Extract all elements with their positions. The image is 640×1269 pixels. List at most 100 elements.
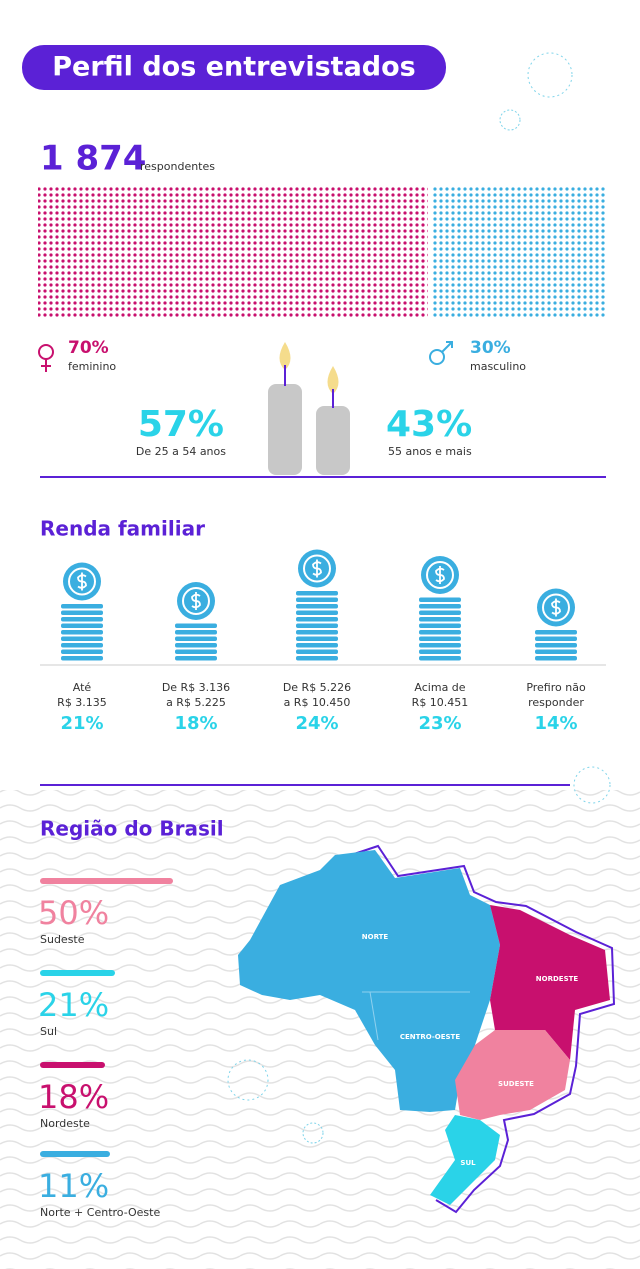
section-title: Região do Brasil <box>40 817 224 841</box>
map-label: NORDESTE <box>536 975 579 983</box>
coin <box>296 591 338 596</box>
income-label: a R$ 10.450 <box>284 696 351 709</box>
income-label: responder <box>528 696 584 709</box>
region-label: Sul <box>40 1025 57 1038</box>
coin <box>296 610 338 615</box>
region-label: Sudeste <box>40 933 85 946</box>
age-percent: 43% <box>386 404 472 445</box>
coin <box>296 649 338 654</box>
coin-ring <box>182 587 210 615</box>
age-percent: 57% <box>138 404 224 445</box>
coin <box>535 636 577 641</box>
coin <box>535 656 577 661</box>
age-label: De 25 a 54 anos <box>136 445 226 458</box>
dollar-sign <box>551 598 561 617</box>
coin <box>419 623 461 628</box>
region-bar <box>40 1062 105 1068</box>
income-label: R$ 3.135 <box>57 696 107 709</box>
coin-ring <box>426 561 454 589</box>
map-label: NORTE <box>362 933 389 941</box>
coin <box>419 649 461 654</box>
coin <box>61 643 103 648</box>
income-percent: 18% <box>174 713 217 734</box>
region-percent: 50% <box>38 894 109 932</box>
dollar-sign <box>77 572 87 591</box>
coin <box>535 643 577 648</box>
coin <box>419 630 461 635</box>
region-bar <box>40 970 115 976</box>
coin <box>419 656 461 661</box>
coin <box>296 597 338 602</box>
coin-ring <box>542 593 570 622</box>
map-label: SUDESTE <box>498 1080 534 1088</box>
coin <box>419 643 461 648</box>
coin <box>61 617 103 622</box>
coin <box>61 649 103 654</box>
income-percent: 23% <box>418 713 461 734</box>
coin <box>175 636 217 641</box>
income-label: Até <box>73 681 92 694</box>
coin <box>175 630 217 635</box>
brazil-map <box>238 844 616 1214</box>
income-label: De R$ 3.136 <box>162 681 230 694</box>
coin-ring <box>303 554 331 583</box>
respondent-label: respondentes <box>140 160 215 173</box>
coin <box>61 623 103 628</box>
female-dots <box>38 185 428 317</box>
dollar-sign <box>435 566 445 584</box>
virus-icons <box>227 52 611 1144</box>
female-label: feminino <box>68 360 116 373</box>
section-title: Renda familiar <box>40 517 205 541</box>
coin <box>296 636 338 641</box>
region-percent: 18% <box>38 1078 109 1116</box>
income-label: Prefiro não <box>526 681 586 694</box>
income-label: Acima de <box>414 681 465 694</box>
coin <box>61 630 103 635</box>
age-label: 55 anos e mais <box>388 445 472 458</box>
income-label: a R$ 5.225 <box>166 696 226 709</box>
coin <box>61 656 103 661</box>
coin <box>175 656 217 661</box>
coin <box>61 604 103 609</box>
region-label: Nordeste <box>40 1117 90 1130</box>
title-pill <box>22 45 446 90</box>
respondent-count: 1 874 <box>40 139 146 179</box>
coin <box>296 623 338 628</box>
dollar-sign <box>312 559 322 578</box>
coin <box>61 636 103 641</box>
coin <box>296 656 338 661</box>
map-label: CENTRO-OESTE <box>400 1033 460 1041</box>
coin <box>419 636 461 641</box>
region-label: Norte + Centro-Oeste <box>40 1206 160 1219</box>
coin <box>535 630 577 635</box>
coin <box>419 610 461 615</box>
coin <box>296 617 338 622</box>
income-percent: 14% <box>534 713 577 734</box>
coin <box>419 597 461 602</box>
map-label: SUL <box>460 1159 476 1167</box>
male-percent: 30% <box>470 338 511 358</box>
coin <box>419 604 461 609</box>
region-percent: 21% <box>38 986 109 1024</box>
male-label: masculino <box>470 360 526 373</box>
income-label: De R$ 5.226 <box>283 681 351 694</box>
title: Perfil dos entrevistados <box>52 52 416 83</box>
male-dots <box>432 185 606 317</box>
coin <box>175 649 217 654</box>
coin <box>535 649 577 654</box>
income-percent: 21% <box>60 713 103 734</box>
income-label: R$ 10.451 <box>412 696 469 709</box>
coin <box>296 630 338 635</box>
gender-icons <box>38 341 453 372</box>
coin <box>175 643 217 648</box>
income-percent: 24% <box>295 713 338 734</box>
female-percent: 70% <box>68 338 109 358</box>
coin <box>175 623 217 628</box>
region-bar <box>40 1151 110 1157</box>
candles <box>268 342 350 475</box>
dollar-sign <box>191 592 201 610</box>
region-percent: 11% <box>38 1167 109 1205</box>
coin <box>419 617 461 622</box>
